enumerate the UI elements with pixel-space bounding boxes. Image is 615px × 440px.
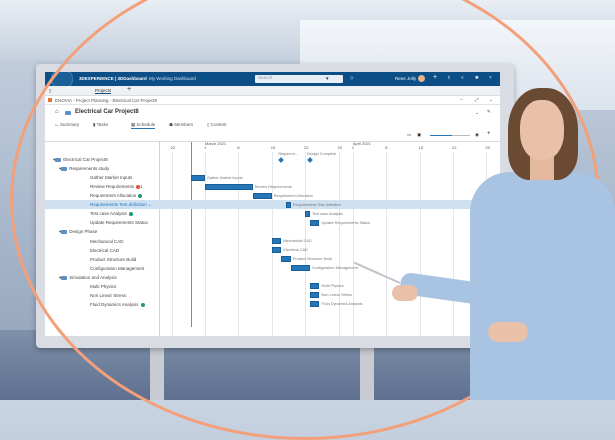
presenter-hand [392,285,418,301]
presenter-face [520,100,564,160]
presenter-hand [488,322,528,342]
